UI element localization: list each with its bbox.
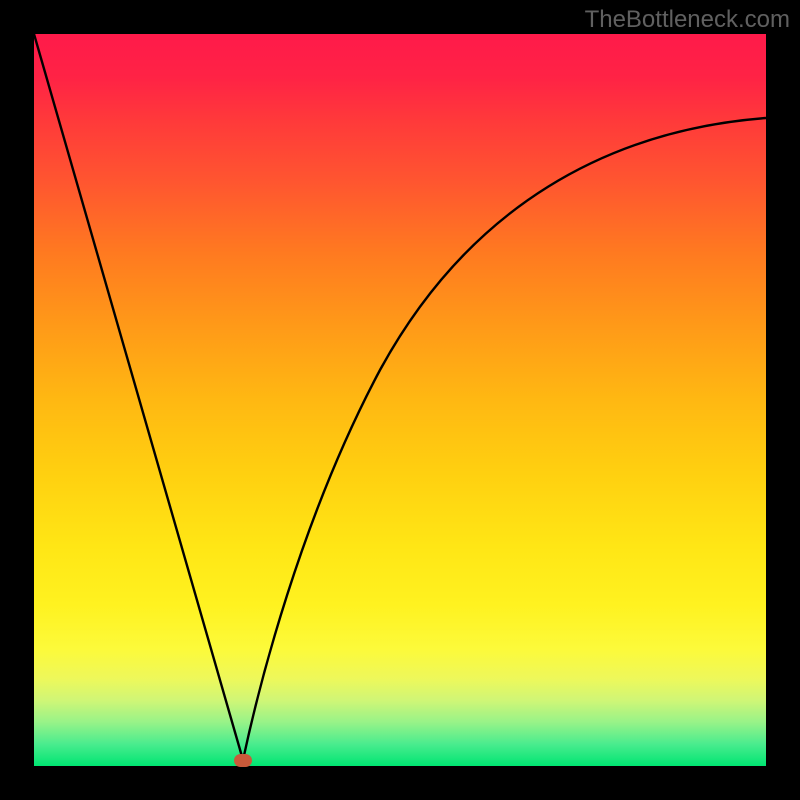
gradient-background — [34, 34, 766, 766]
chart-container: { "watermark": { "text": "TheBottleneck.… — [0, 0, 800, 800]
watermark-text: TheBottleneck.com — [585, 6, 790, 34]
plot-area — [34, 34, 766, 766]
minimum-marker — [234, 754, 252, 767]
plot-svg — [34, 34, 766, 766]
